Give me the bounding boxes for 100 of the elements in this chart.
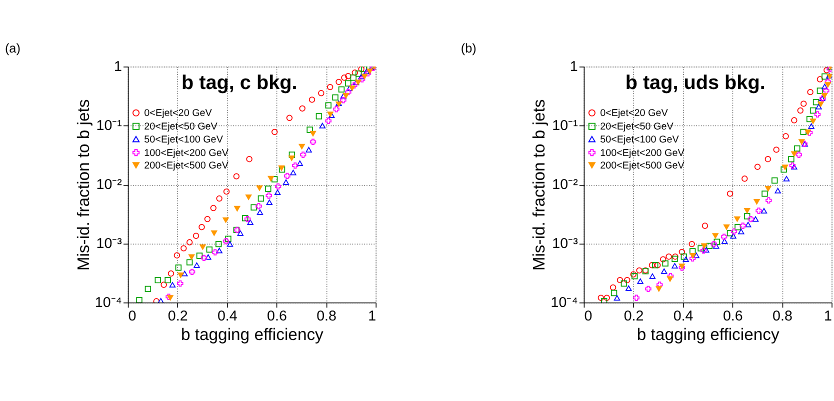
point [723,224,730,230]
legend-label: 20<Ejet<50 GeV [144,122,218,133]
point [266,200,272,206]
y-tick-label: 10⁻¹ [96,118,122,134]
point [822,84,828,90]
point [754,199,760,205]
point [794,145,800,152]
point [288,152,296,158]
point [812,99,820,106]
point [654,262,661,268]
point [338,86,345,93]
y-tick-label: 10⁻¹ [552,118,578,134]
point [355,80,362,86]
point [710,240,718,248]
point [808,123,814,129]
point [636,267,642,274]
y-axis-title: Mis-id. fraction to b jets [530,99,549,271]
point [360,66,368,72]
point [816,104,822,110]
point [268,176,274,182]
point [282,179,290,185]
x-tick-label: 0.4 [673,308,694,324]
point [773,146,780,153]
point [336,78,342,86]
point [266,192,272,199]
x-axis-title: b tagging efficiency [636,325,780,344]
point [816,88,824,94]
point [678,248,686,256]
point [332,94,338,101]
point [222,217,229,223]
point [310,130,316,136]
point [233,173,240,180]
point [196,252,203,259]
x-axis-title: b tagging efficiency [180,325,324,344]
point [333,106,340,112]
x-tick-label: 1 [368,308,376,324]
point [764,156,772,162]
legend-label: 100<Ejet<200 GeV [144,148,229,159]
point [730,233,736,239]
point [186,239,193,246]
point [800,128,806,136]
point [783,176,790,182]
point [284,172,290,180]
point [821,93,828,99]
point [153,298,160,303]
point [660,256,666,262]
point [693,252,700,258]
point [796,152,802,158]
point [325,102,332,108]
point [345,73,352,80]
point [246,156,252,162]
point [160,282,167,288]
point [222,238,230,244]
point [265,186,272,192]
x-tick-label: 1 [824,308,832,324]
point [780,166,787,173]
point [158,298,164,303]
point [744,213,750,220]
point [316,113,322,120]
point [256,209,264,215]
point [210,204,216,212]
point [616,276,624,284]
point [318,90,324,96]
point [216,195,222,202]
point [355,70,362,77]
point [299,105,306,112]
legend-label: 200<Ejet<500 GeV [600,160,685,172]
point [358,66,364,72]
point [689,255,696,262]
point [806,116,813,122]
point [244,216,251,222]
legend-label: 50<Ejet<100 GeV [600,134,680,146]
point [274,190,281,196]
point [667,273,674,280]
y-tick-label: 10⁻⁴ [94,294,122,311]
point [182,270,188,276]
point [212,249,218,256]
y-tick-label: 10⁻³ [96,236,122,252]
point [223,188,230,195]
x-tick-label: 0.8 [316,308,337,324]
point [690,253,696,259]
point [164,276,171,284]
x-tick-label: 0.2 [624,308,644,324]
point [290,170,296,176]
point [186,259,193,266]
legend-label: 50<Ejet<100 GeV [144,134,224,146]
point [703,247,710,253]
y-tick-label: 1 [114,58,122,75]
point [308,96,316,103]
point [345,88,352,96]
point [818,102,824,107]
point [660,268,668,274]
point [226,241,234,247]
point [271,176,278,182]
y-tick-label: 10⁻² [552,176,578,193]
x-tick-label: 0.6 [267,308,287,324]
point [306,126,313,133]
point [300,152,306,158]
point [326,84,334,90]
point [816,76,824,82]
